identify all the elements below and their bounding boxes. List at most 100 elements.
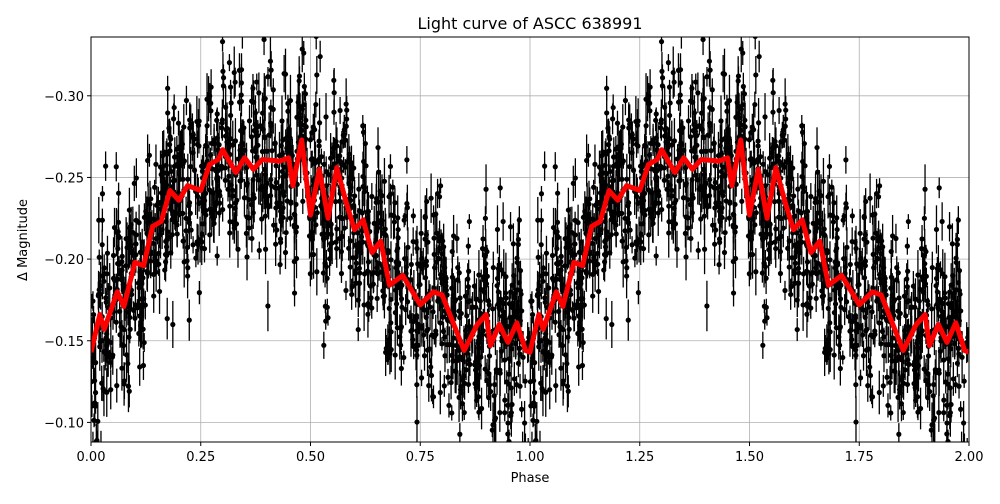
data-point xyxy=(348,264,353,269)
data-point xyxy=(813,196,818,201)
data-point xyxy=(764,276,769,281)
data-point xyxy=(935,305,940,310)
data-point xyxy=(178,211,183,216)
data-point xyxy=(398,285,403,290)
data-point xyxy=(615,121,620,126)
data-point xyxy=(934,227,939,232)
data-point xyxy=(466,244,471,249)
data-point xyxy=(217,201,222,206)
data-point xyxy=(514,382,519,387)
data-point xyxy=(926,382,931,387)
data-point xyxy=(442,383,447,388)
data-point xyxy=(862,275,867,280)
data-point xyxy=(695,90,700,95)
data-point xyxy=(850,239,855,244)
data-point xyxy=(896,315,901,320)
data-point xyxy=(600,182,605,187)
data-point xyxy=(922,187,927,192)
data-point xyxy=(404,157,409,162)
data-point xyxy=(801,302,806,307)
data-point xyxy=(165,110,170,115)
data-point xyxy=(457,315,462,320)
data-point xyxy=(627,121,632,126)
data-point xyxy=(767,156,772,161)
data-point xyxy=(808,194,813,199)
data-point xyxy=(706,133,711,138)
data-point xyxy=(853,382,858,387)
data-point xyxy=(366,259,371,264)
data-point xyxy=(896,295,901,300)
data-point xyxy=(388,257,393,262)
data-point xyxy=(508,224,513,229)
data-point xyxy=(121,381,126,386)
data-point xyxy=(136,220,141,225)
data-point xyxy=(795,327,800,332)
data-point xyxy=(443,283,448,288)
data-point xyxy=(667,85,672,90)
data-point xyxy=(208,152,213,157)
data-point xyxy=(553,383,558,388)
data-point xyxy=(230,142,235,147)
data-point xyxy=(940,219,945,224)
data-point xyxy=(555,191,560,196)
data-point xyxy=(446,403,451,408)
data-point xyxy=(491,265,496,270)
data-point xyxy=(283,172,288,177)
data-point xyxy=(659,117,664,122)
data-point xyxy=(566,389,571,394)
data-point xyxy=(93,390,98,395)
data-point xyxy=(621,259,626,264)
data-point xyxy=(318,54,323,59)
data-point xyxy=(123,263,128,268)
data-point xyxy=(439,251,444,256)
data-point xyxy=(438,390,443,395)
data-point xyxy=(227,60,232,65)
data-point xyxy=(240,32,245,37)
data-point xyxy=(798,234,803,239)
data-point xyxy=(409,262,414,267)
data-point xyxy=(429,373,434,378)
data-point xyxy=(374,230,379,235)
data-point xyxy=(629,150,634,155)
data-point xyxy=(781,226,786,231)
data-point xyxy=(352,193,357,198)
data-point xyxy=(609,322,614,327)
data-point xyxy=(838,366,843,371)
data-point xyxy=(148,196,153,201)
data-point xyxy=(253,110,258,115)
data-point xyxy=(430,309,435,314)
data-point xyxy=(713,180,718,185)
data-point xyxy=(704,303,709,308)
data-point xyxy=(852,343,857,348)
data-point xyxy=(279,118,284,123)
data-point xyxy=(405,245,410,250)
data-point xyxy=(348,238,353,243)
data-point xyxy=(100,242,105,247)
data-point xyxy=(117,309,122,314)
data-point xyxy=(483,187,488,192)
data-point xyxy=(96,218,101,223)
data-point xyxy=(571,316,576,321)
data-point xyxy=(398,343,403,348)
data-point xyxy=(116,191,121,196)
data-point xyxy=(402,256,407,261)
data-point xyxy=(733,115,738,120)
data-point xyxy=(522,420,527,425)
data-point xyxy=(419,231,424,236)
data-point xyxy=(800,159,805,164)
data-point xyxy=(848,262,853,267)
data-point xyxy=(626,318,631,323)
data-point xyxy=(505,420,510,425)
data-point xyxy=(271,107,276,112)
data-point xyxy=(620,238,625,243)
data-point xyxy=(724,198,729,203)
data-point xyxy=(940,271,945,276)
data-point xyxy=(269,183,274,188)
data-point xyxy=(470,304,475,309)
data-point xyxy=(314,34,319,39)
data-point xyxy=(837,343,842,348)
data-point xyxy=(923,281,928,286)
data-point xyxy=(154,262,159,267)
data-point xyxy=(393,288,398,293)
data-point xyxy=(733,256,738,261)
